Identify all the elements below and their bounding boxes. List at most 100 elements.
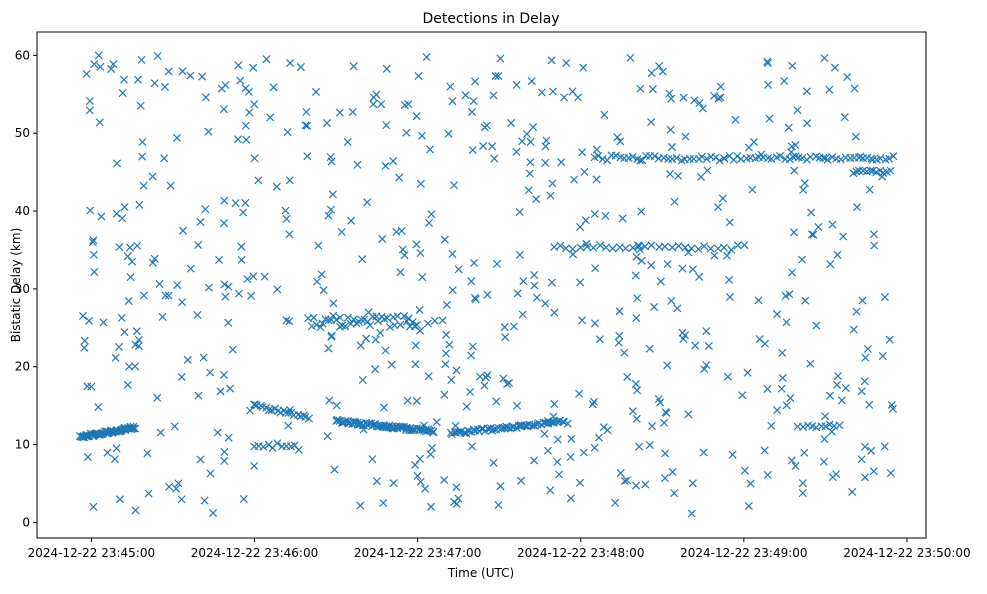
y-tick-label: 50 [15, 126, 30, 140]
data-point [160, 154, 169, 163]
y-axis: 0 10 20 30 40 50 60 [15, 48, 37, 529]
data-point [666, 125, 675, 134]
data-point [196, 455, 205, 464]
data-point [620, 348, 629, 357]
data-point [110, 455, 119, 464]
data-point [611, 498, 620, 507]
data-point [835, 421, 844, 430]
data-point [330, 465, 339, 474]
data-point [353, 160, 362, 169]
data-point [876, 154, 885, 163]
data-point [568, 245, 577, 254]
data-point [173, 281, 182, 290]
data-point [532, 293, 541, 302]
data-point [326, 153, 335, 162]
data-point [324, 211, 333, 220]
data-point [863, 345, 872, 354]
y-tick-label: 20 [15, 360, 30, 374]
data-point [198, 72, 207, 81]
y-tick-label: 40 [15, 204, 30, 218]
data-point [221, 81, 230, 90]
data-point [123, 380, 132, 389]
data-point [546, 486, 555, 495]
data-point [134, 335, 143, 344]
data-point [113, 159, 122, 168]
data-point [362, 334, 371, 343]
data-point [826, 260, 835, 269]
data-point [492, 259, 502, 268]
data-point [259, 442, 268, 451]
data-point [575, 389, 584, 398]
data-point [819, 153, 828, 162]
data-point [273, 439, 282, 448]
data-point [206, 368, 215, 377]
data-point [530, 270, 539, 279]
data-point [489, 91, 498, 100]
data-point [430, 316, 439, 325]
data-point [588, 400, 597, 409]
data-point [559, 418, 568, 427]
data-point [177, 495, 186, 504]
data-point [622, 476, 631, 485]
data-point [733, 241, 742, 250]
data-point [418, 273, 427, 282]
data-point [317, 270, 326, 279]
chart-title: Detections in Delay [422, 11, 559, 27]
data-point [260, 272, 269, 281]
data-point [219, 370, 228, 379]
data-point [446, 82, 455, 91]
data-point [786, 394, 795, 403]
data-point [304, 414, 313, 423]
x-axis: 2024-12-22 23:45:00 2024-12-22 23:46:00 20… [28, 538, 971, 560]
data-point [186, 264, 195, 273]
data-point [660, 242, 669, 251]
data-point [483, 290, 492, 299]
data-point [578, 148, 587, 157]
x-axis-label: Time (UTC) [447, 566, 514, 580]
data-point [425, 218, 434, 228]
data-point [821, 412, 830, 421]
data-point [250, 100, 259, 109]
data-point [357, 315, 366, 324]
data-point [513, 289, 522, 298]
data-point [468, 145, 477, 154]
data-point [395, 173, 404, 182]
data-point [408, 318, 417, 327]
data-point [290, 441, 299, 450]
data-point [137, 55, 146, 64]
data-point [590, 209, 599, 219]
data-point [385, 322, 394, 332]
data-point [798, 479, 807, 488]
data-point [80, 343, 89, 352]
data-point [123, 252, 132, 261]
data-point [858, 296, 867, 305]
data-point [427, 210, 436, 219]
data-point [503, 379, 512, 388]
data-point [590, 443, 599, 452]
data-point [333, 416, 342, 425]
y-tick-label: 30 [15, 282, 30, 296]
data-point [143, 449, 152, 458]
data-point [517, 476, 526, 485]
data-point [843, 72, 852, 82]
plot-area [75, 51, 898, 518]
data-point [667, 296, 676, 305]
data-point [777, 384, 786, 393]
data-point [282, 214, 291, 223]
data-point [658, 67, 667, 76]
data-point [440, 475, 449, 485]
data-point [802, 87, 811, 96]
data-point [213, 428, 222, 437]
data-point [231, 199, 240, 208]
data-point [614, 338, 623, 347]
data-point [765, 114, 774, 123]
data-point [139, 181, 148, 190]
data-point [599, 423, 608, 432]
data-point [475, 372, 485, 381]
data-point [787, 268, 797, 277]
data-point [592, 145, 601, 154]
data-point [269, 83, 278, 92]
data-point [782, 401, 791, 410]
data-point [611, 151, 620, 160]
data-point [613, 133, 622, 142]
